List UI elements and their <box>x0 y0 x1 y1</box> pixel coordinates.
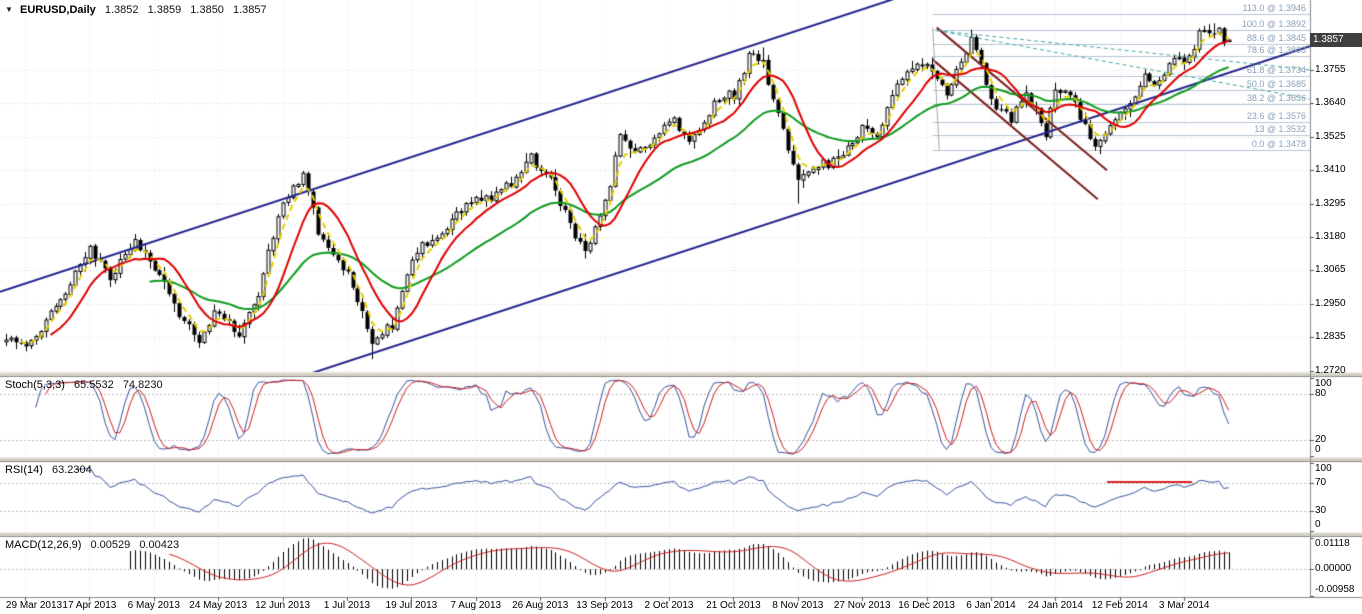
macd-panel-header: MACD(12,26,9) 0.00529 0.00423 <box>5 539 179 551</box>
stoch-label: Stoch(5,3,3) <box>5 379 65 391</box>
macd-label: MACD(12,26,9) <box>5 539 82 551</box>
rsi-value: 63.2304 <box>51 464 92 476</box>
stoch-k-value: 65.5532 <box>73 379 114 391</box>
symbol-timeframe-label: EURUSD,Daily <box>19 4 96 16</box>
ohlc-high-value: 1.3859 <box>147 4 182 16</box>
ohlc-open-value: 1.3852 <box>104 4 139 16</box>
ohlc-close-value: 1.3857 <box>233 4 267 16</box>
rsi-panel-header: RSI(14) 63.2304 <box>5 464 92 476</box>
rsi-label: RSI(14) <box>5 464 43 476</box>
price-axis[interactable] <box>1310 0 1362 597</box>
quick-trade-arrow-icon[interactable]: ▼ <box>5 5 13 14</box>
current-price-badge: 1.3857 <box>1310 33 1362 48</box>
time-axis[interactable] <box>0 597 1362 614</box>
stoch-panel-header: Stoch(5,3,3) 65.5532 74.8230 <box>5 379 163 391</box>
chart-title-bar: ▼ EURUSD,Daily 1.3852 1.3859 1.3850 1.38… <box>5 4 267 16</box>
macd-main-value: 0.00529 <box>90 539 131 551</box>
ohlc-low-value: 1.3850 <box>190 4 224 16</box>
stoch-d-value: 74.8230 <box>122 379 163 391</box>
macd-signal-value: 0.00423 <box>139 539 180 551</box>
